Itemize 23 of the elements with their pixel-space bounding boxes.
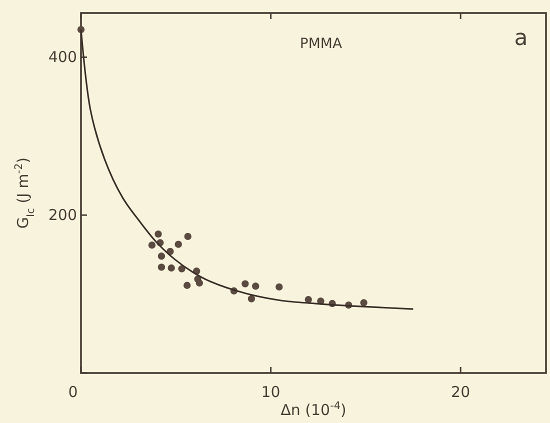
point [304,296,312,304]
point [248,295,256,302]
point [252,282,260,290]
x-tick-label: 10 [261,383,280,401]
annotation: PMMA [300,36,343,52]
point [184,232,192,240]
point [276,283,283,291]
y-tick-label: 200 [48,206,77,224]
y-tick-label: 400 [48,48,77,66]
point [196,279,204,287]
x-axis-title: Δn (10$^{-4}$) [280,400,346,419]
annotation: a [514,26,528,51]
point [174,240,182,248]
point [360,299,368,306]
point [158,264,166,271]
x-tick-label: 0 [68,383,78,401]
point [168,264,175,272]
point [158,252,166,260]
point [183,282,191,289]
point [154,230,162,238]
point [148,242,156,249]
x-tick-label: 20 [451,383,470,401]
point [242,280,249,288]
